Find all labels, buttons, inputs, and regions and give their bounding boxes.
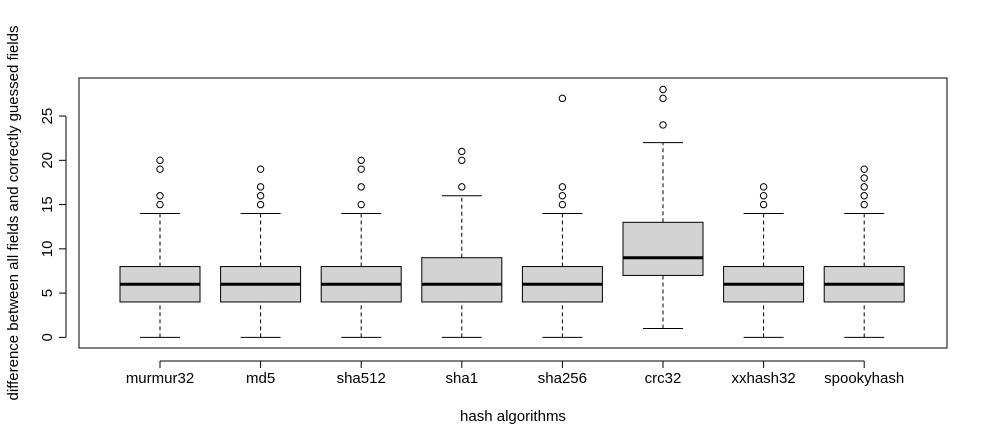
outlier-point [357,183,365,191]
outlier-point [659,85,667,94]
outlier-point [357,165,365,173]
outlier-point [156,165,164,173]
outlier-point [659,121,667,129]
x-tick-label: sha256 [538,370,587,387]
outlier-point [558,200,567,209]
outlier-point [558,192,567,200]
iqr-box [622,221,704,276]
x-tick-label: md5 [246,370,275,387]
box-spookyhash [823,165,905,338]
iqr-box [421,257,503,303]
outlier-point [558,183,567,191]
x-axis: murmur32 md5 sha512 sha1 sha256 crc32 xxhash32… [126,360,904,387]
outlier-point [256,183,265,191]
outlier-point [156,200,164,209]
outlier-point [156,192,164,200]
box-md5 [220,165,302,338]
box-murmur32 [119,156,201,338]
y-axis: 0 5 10 15 20 25 [39,108,67,342]
outlier-point [659,94,667,103]
outlier-point [759,183,768,191]
outlier-point [558,94,567,103]
outlier-point [860,165,868,173]
outlier-point [860,192,868,200]
box-sha256 [521,94,603,338]
outlier-point [458,147,466,156]
y-tick-label: 5 [39,289,56,297]
y-tick-label: 20 [39,152,56,169]
y-tick-label: 15 [39,196,56,213]
outlier-point [357,200,365,209]
plot-frame [78,77,948,349]
outlier-point [357,156,365,165]
outlier-point [759,192,768,200]
outlier-point [860,200,868,209]
box-sha512 [320,156,402,338]
outlier-point [458,183,466,191]
x-tick-label: crc32 [645,370,682,387]
outlier-point [156,156,164,165]
outlier-point [458,156,466,165]
x-tick-label: xxhash32 [731,370,795,387]
y-axis-title: difference between all fields and correc… [5,26,22,401]
outlier-point [256,165,265,173]
y-tick-label: 10 [39,241,56,258]
box-series [119,85,905,338]
outlier-point [256,200,265,209]
outlier-point [860,174,868,182]
x-axis-title: hash algorithms [460,408,566,425]
box-xxhash32 [723,183,805,338]
outlier-point [256,192,265,200]
outlier-point [860,183,868,191]
x-tick-label: sha1 [446,370,479,387]
x-tick-label: murmur32 [126,370,194,387]
outlier-point [759,200,768,209]
x-tick-label: sha512 [337,370,386,387]
x-tick-label: spookyhash [824,370,904,387]
y-tick-label: 25 [39,108,56,125]
box-sha1 [421,147,503,338]
y-tick-label: 0 [39,333,56,341]
box-crc32 [622,85,704,330]
